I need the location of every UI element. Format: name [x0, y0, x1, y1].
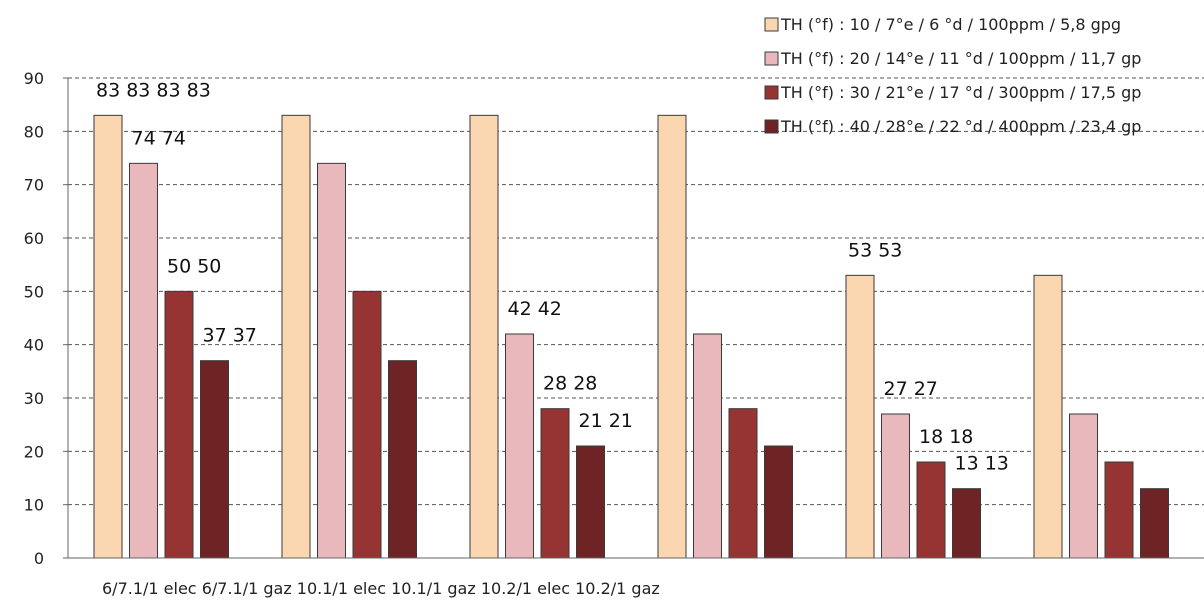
y-tick-label: 10: [24, 496, 44, 515]
legend-label: TH (°f) : 30 / 21°e / 17 °d / 300ppm / 1…: [780, 83, 1141, 102]
bar: [281, 114, 311, 559]
bar: [469, 114, 499, 559]
bar: [129, 162, 158, 559]
bar: [505, 333, 534, 559]
bar: [1069, 413, 1098, 559]
data-label: 50 50: [167, 255, 221, 277]
y-tick-label: 90: [24, 69, 44, 88]
bar: [1140, 488, 1169, 559]
grid-lines: [68, 77, 1204, 506]
data-label: 37 37: [203, 325, 257, 347]
bar: [164, 290, 194, 559]
y-tick-label: 80: [24, 122, 44, 141]
data-label: 83 83 83 83: [96, 79, 211, 101]
bar: [881, 413, 910, 559]
data-label: 53 53: [848, 239, 902, 261]
bar: [693, 333, 722, 559]
data-label: 18 18: [919, 426, 973, 448]
bars: [93, 114, 1169, 559]
data-label: 13 13: [955, 453, 1009, 475]
data-label: 42 42: [508, 298, 562, 320]
bar: [388, 360, 417, 559]
bar: [728, 408, 758, 559]
bar: [200, 360, 229, 559]
y-tick-label: 0: [34, 549, 44, 568]
legend-label: TH (°f) : 40 / 28°e / 22 °d / 400ppm / 2…: [780, 117, 1141, 136]
bar: [1104, 461, 1134, 559]
bar: [317, 162, 346, 559]
y-tick-label: 40: [24, 336, 44, 355]
bar: [576, 445, 605, 559]
y-tick-label: 20: [24, 442, 44, 461]
x-axis-tick-labels: 6/7.1/1 elec 6/7.1/1 gaz 10.1/1 elec 10.…: [102, 579, 660, 598]
legend-label: TH (°f) : 10 / 7°e / 6 °d / 100ppm / 5,8…: [780, 15, 1121, 34]
legend: TH (°f) : 10 / 7°e / 6 °d / 100ppm / 5,8…: [764, 15, 1141, 136]
legend-swatch: [764, 85, 779, 100]
y-axis-ticks: 0 10 20 30 40 50 60 70 80 90: [24, 69, 68, 568]
bar: [845, 274, 875, 559]
legend-swatch: [764, 17, 779, 32]
bar: [93, 114, 123, 559]
legend-swatch: [764, 119, 779, 134]
bar: [352, 290, 382, 559]
data-label: 21 21: [579, 410, 633, 432]
y-tick-label: 50: [24, 282, 44, 301]
y-tick-label: 60: [24, 229, 44, 248]
bar: [916, 461, 946, 559]
data-labels: 83 83 83 83 74 74 50 50 37 37 42 42 28 28 21 2…: [96, 79, 1009, 474]
bar: [764, 445, 793, 559]
bar: [952, 488, 981, 559]
data-label: 27 27: [884, 378, 938, 400]
bar: [657, 114, 687, 559]
data-label: 28 28: [543, 373, 597, 395]
data-label: 74 74: [132, 127, 186, 149]
legend-swatch: [764, 51, 779, 66]
legend-label: TH (°f) : 20 / 14°e / 11 °d / 100ppm / 1…: [780, 49, 1141, 68]
y-tick-label: 70: [24, 176, 44, 195]
bar: [540, 408, 570, 559]
bar: [1033, 274, 1063, 559]
y-tick-label: 30: [24, 389, 44, 408]
